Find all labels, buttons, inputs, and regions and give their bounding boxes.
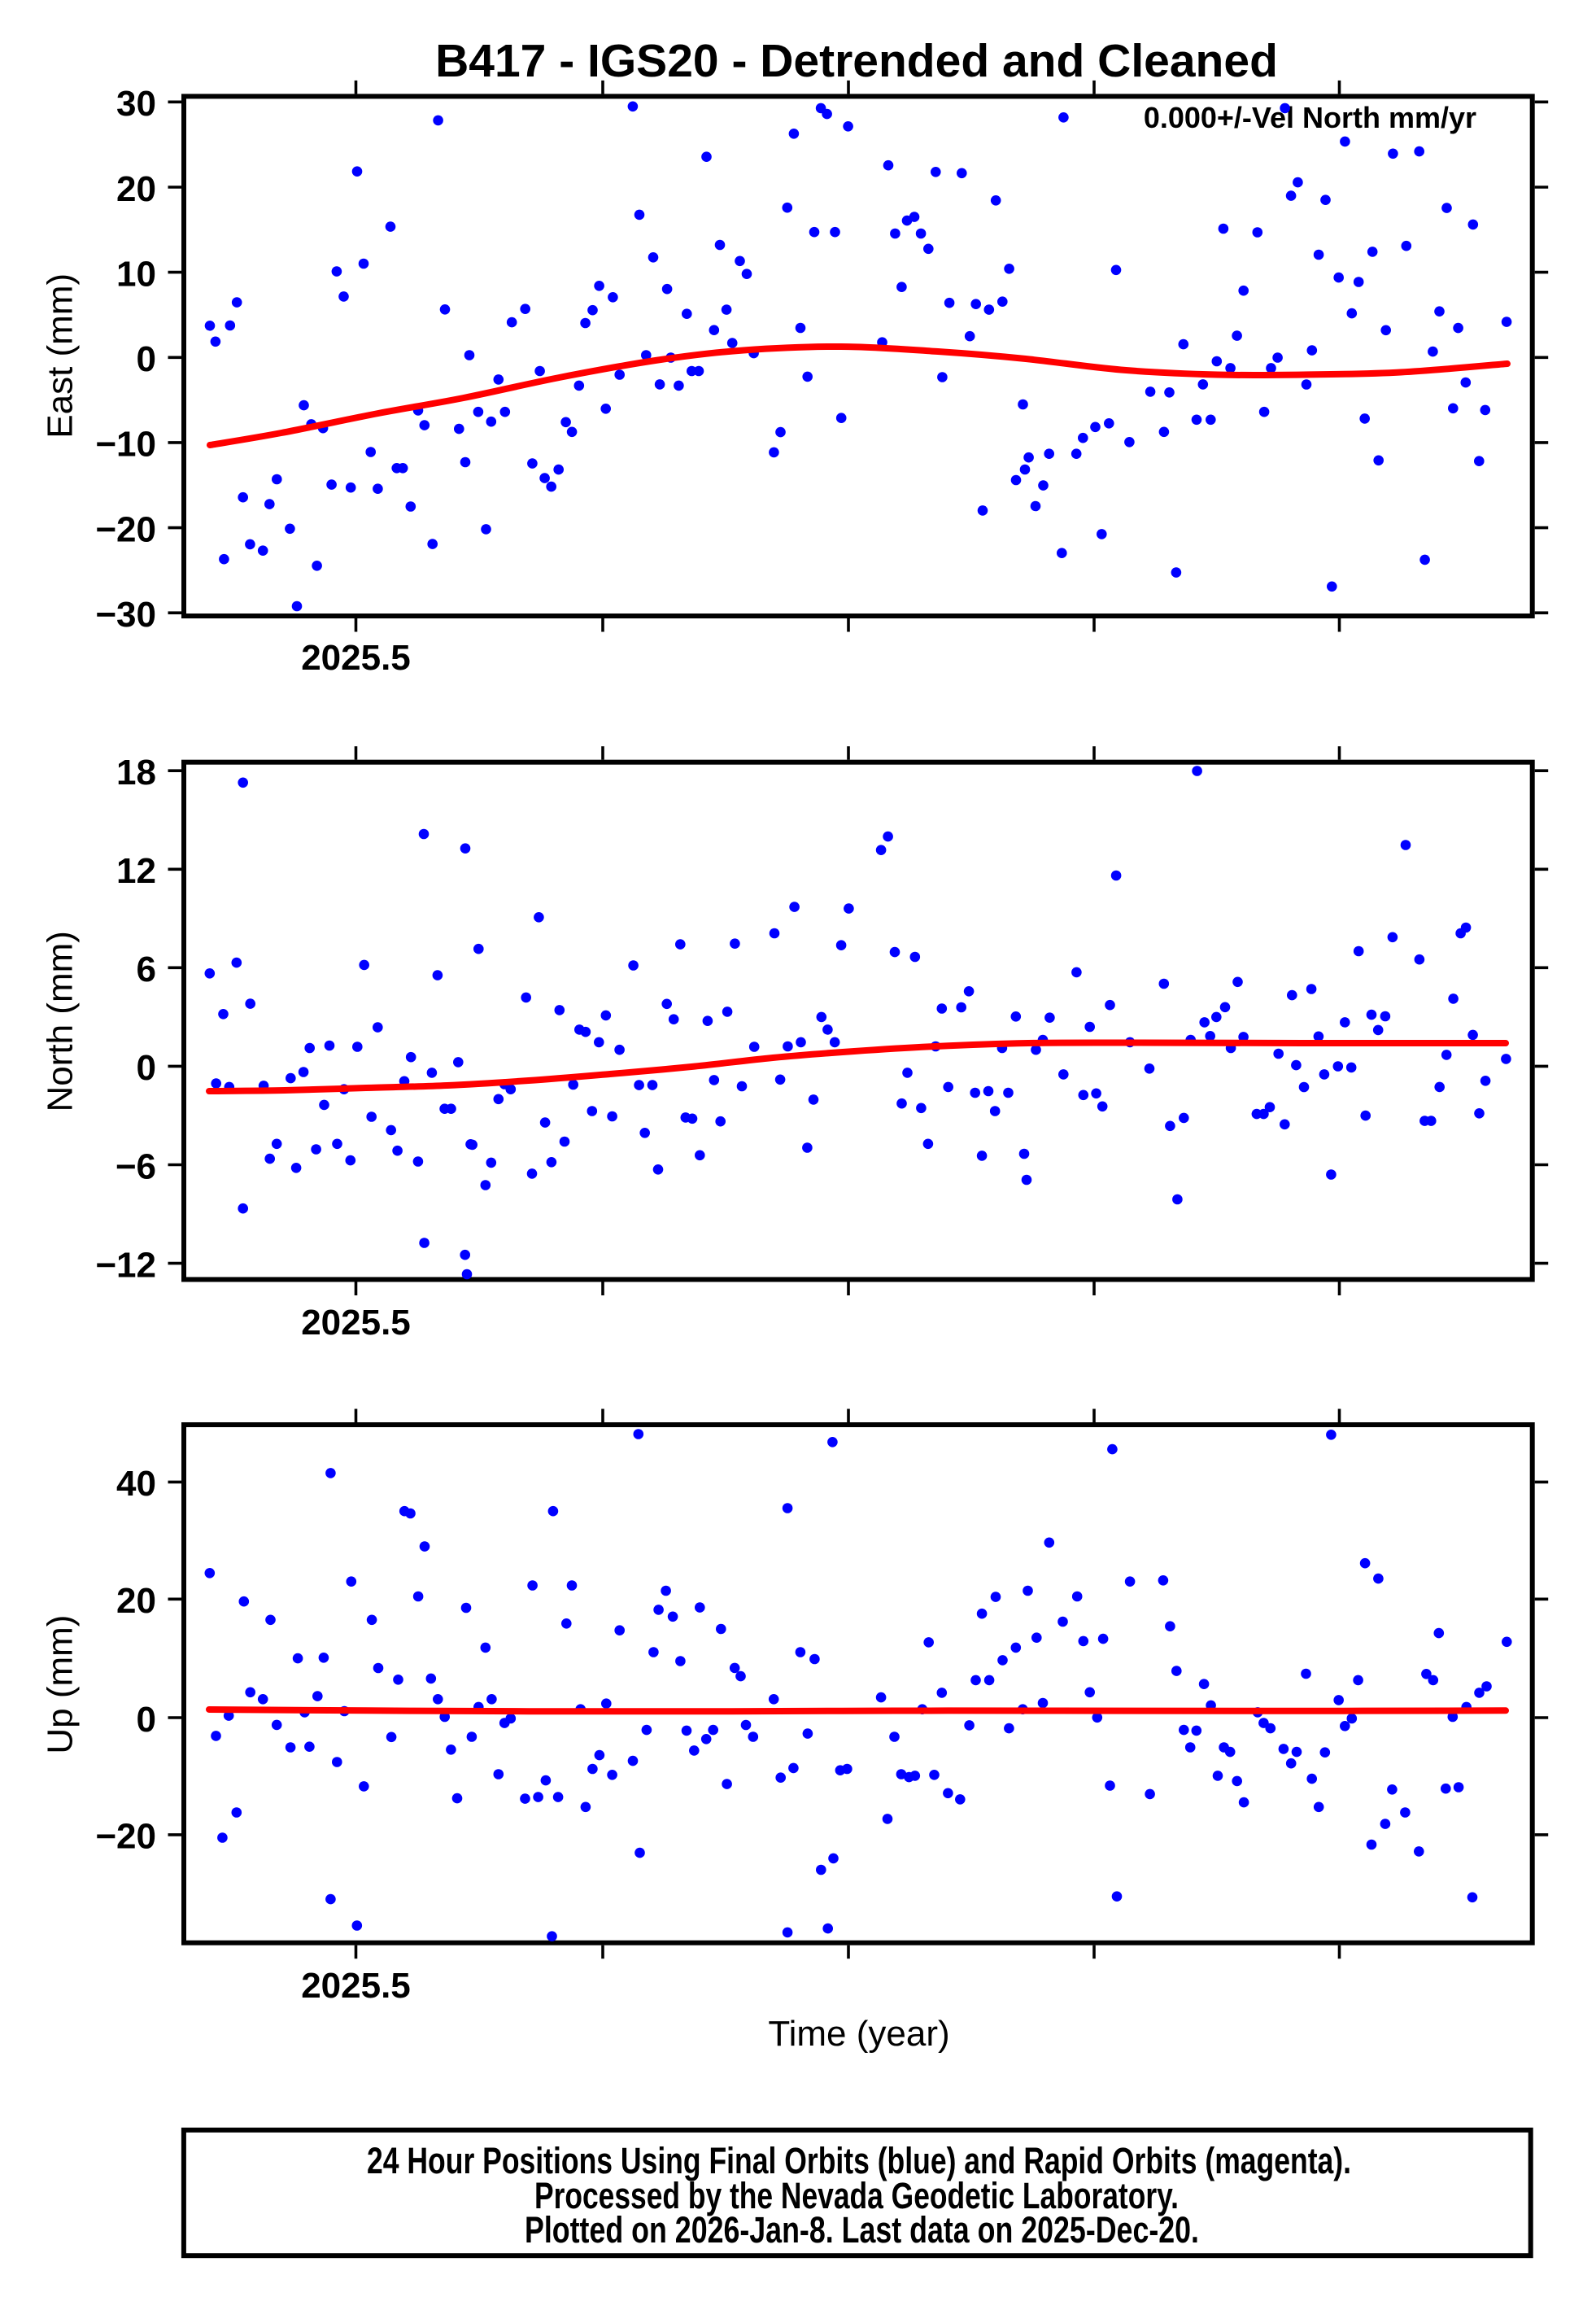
svg-text:24 Hour Positions Using Final: 24 Hour Positions Using Final Orbits (bl… [367, 2140, 1351, 2181]
svg-text:0: 0 [137, 339, 156, 379]
svg-text:North (mm): North (mm) [41, 931, 81, 1111]
svg-text:30: 30 [116, 84, 156, 124]
svg-text:Time (year): Time (year) [768, 2014, 949, 2054]
svg-text:40: 40 [116, 1464, 156, 1504]
svg-text:East (mm): East (mm) [41, 273, 81, 439]
svg-text:−20: −20 [95, 509, 156, 549]
svg-text:−10: −10 [95, 425, 156, 465]
svg-text:0: 0 [137, 1700, 156, 1740]
svg-text:18: 18 [116, 753, 156, 793]
svg-text:−6: −6 [116, 1146, 156, 1186]
svg-text:B417 - IGS20 - Detrended and C: B417 - IGS20 - Detrended and Cleaned [435, 35, 1278, 87]
svg-text:Processed by the Nevada Geodet: Processed by the Nevada Geodetic Laborat… [534, 2175, 1179, 2216]
svg-text:2025.5: 2025.5 [301, 1303, 411, 1343]
svg-text:2025.5: 2025.5 [301, 638, 411, 678]
svg-text:12: 12 [116, 851, 156, 891]
svg-text:6: 6 [137, 950, 156, 989]
svg-text:0.000+/-Vel North mm/yr: 0.000+/-Vel North mm/yr [1144, 101, 1476, 134]
svg-text:0: 0 [137, 1048, 156, 1088]
svg-text:2025.5: 2025.5 [301, 1966, 411, 2006]
svg-text:10: 10 [116, 254, 156, 294]
svg-text:20: 20 [116, 1581, 156, 1621]
svg-text:−30: −30 [95, 595, 156, 635]
svg-text:Plotted on 2026-Jan-8. Last da: Plotted on 2026-Jan-8. Last data on 2025… [525, 2209, 1199, 2251]
svg-text:20: 20 [116, 169, 156, 209]
svg-text:Up (mm): Up (mm) [41, 1615, 81, 1754]
svg-text:−12: −12 [95, 1245, 156, 1285]
svg-text:−20: −20 [95, 1817, 156, 1857]
